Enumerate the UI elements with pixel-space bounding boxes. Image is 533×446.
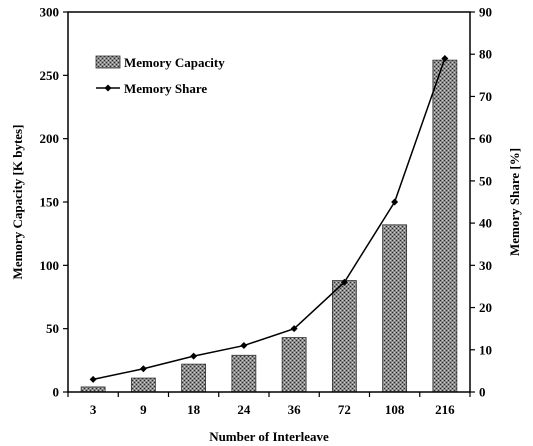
right-tick-label: 90 [479, 5, 492, 20]
bar-memory-capacity-72 [331, 280, 357, 393]
left-tick-label: 0 [53, 385, 60, 400]
point-memory-share-18 [190, 352, 198, 360]
x-tick-label: 216 [435, 402, 455, 417]
x-tick-label: 9 [140, 402, 147, 417]
left-axis-ticks: 0 50 100 150 200 250 300 [40, 5, 68, 400]
bar-memory-capacity-108 [382, 224, 408, 393]
legend-label-memory-share: Memory Share [124, 81, 207, 96]
point-memory-share-72 [340, 278, 348, 286]
bar-memory-capacity-3 [80, 386, 106, 393]
y-axis-label-right: Memory Share [%] [507, 148, 522, 256]
point-memory-share-216 [441, 54, 449, 62]
bar-memory-capacity-18 [181, 363, 207, 393]
point-memory-share-3 [89, 375, 97, 383]
x-tick-label: 24 [237, 402, 251, 417]
right-tick-label: 70 [479, 89, 492, 104]
left-tick-label: 150 [40, 195, 60, 210]
bar-series-memory-capacity [80, 59, 458, 393]
left-tick-label: 300 [40, 5, 60, 20]
bar-memory-capacity-216 [432, 59, 458, 393]
x-tick-label: 72 [338, 402, 351, 417]
right-tick-label: 10 [479, 342, 492, 357]
x-tick-label: 3 [90, 402, 97, 417]
y-axis-label-left: Memory Capacity [K bytes] [10, 125, 25, 280]
bar-memory-capacity-36 [281, 337, 307, 393]
right-tick-label: 60 [479, 131, 492, 146]
x-axis-ticks: 3 9 18 24 36 72 108 216 [67, 392, 471, 417]
point-memory-share-36 [290, 325, 298, 333]
bar-memory-capacity-24 [231, 354, 257, 393]
x-tick-label: 108 [385, 402, 405, 417]
line-memory-share [92, 58, 446, 381]
right-axis-ticks: 0 10 20 30 40 50 60 70 80 90 [470, 5, 492, 400]
left-tick-label: 50 [46, 321, 59, 336]
point-memory-share-9 [139, 365, 147, 373]
legend-swatch-memory-capacity [95, 55, 121, 69]
x-tick-label: 36 [288, 402, 302, 417]
x-axis-label: Number of Interleave [209, 429, 329, 444]
right-tick-label: 40 [479, 216, 492, 231]
legend-label-memory-capacity: Memory Capacity [124, 55, 225, 70]
point-memory-share-108 [391, 198, 399, 206]
left-tick-label: 250 [40, 68, 60, 83]
right-tick-label: 80 [479, 47, 492, 62]
legend: Memory Capacity Memory Share [95, 55, 225, 96]
bar-memory-capacity-9 [130, 377, 156, 393]
left-tick-label: 200 [40, 131, 60, 146]
right-tick-label: 30 [479, 258, 492, 273]
line-series-memory-share [89, 54, 449, 383]
right-tick-label: 50 [479, 173, 492, 188]
legend-swatch-memory-share-marker [104, 84, 112, 92]
right-tick-label: 20 [479, 300, 492, 315]
point-memory-share-24 [240, 342, 248, 350]
right-tick-label: 0 [479, 385, 486, 400]
x-tick-label: 18 [187, 402, 201, 417]
left-tick-label: 100 [40, 258, 60, 273]
